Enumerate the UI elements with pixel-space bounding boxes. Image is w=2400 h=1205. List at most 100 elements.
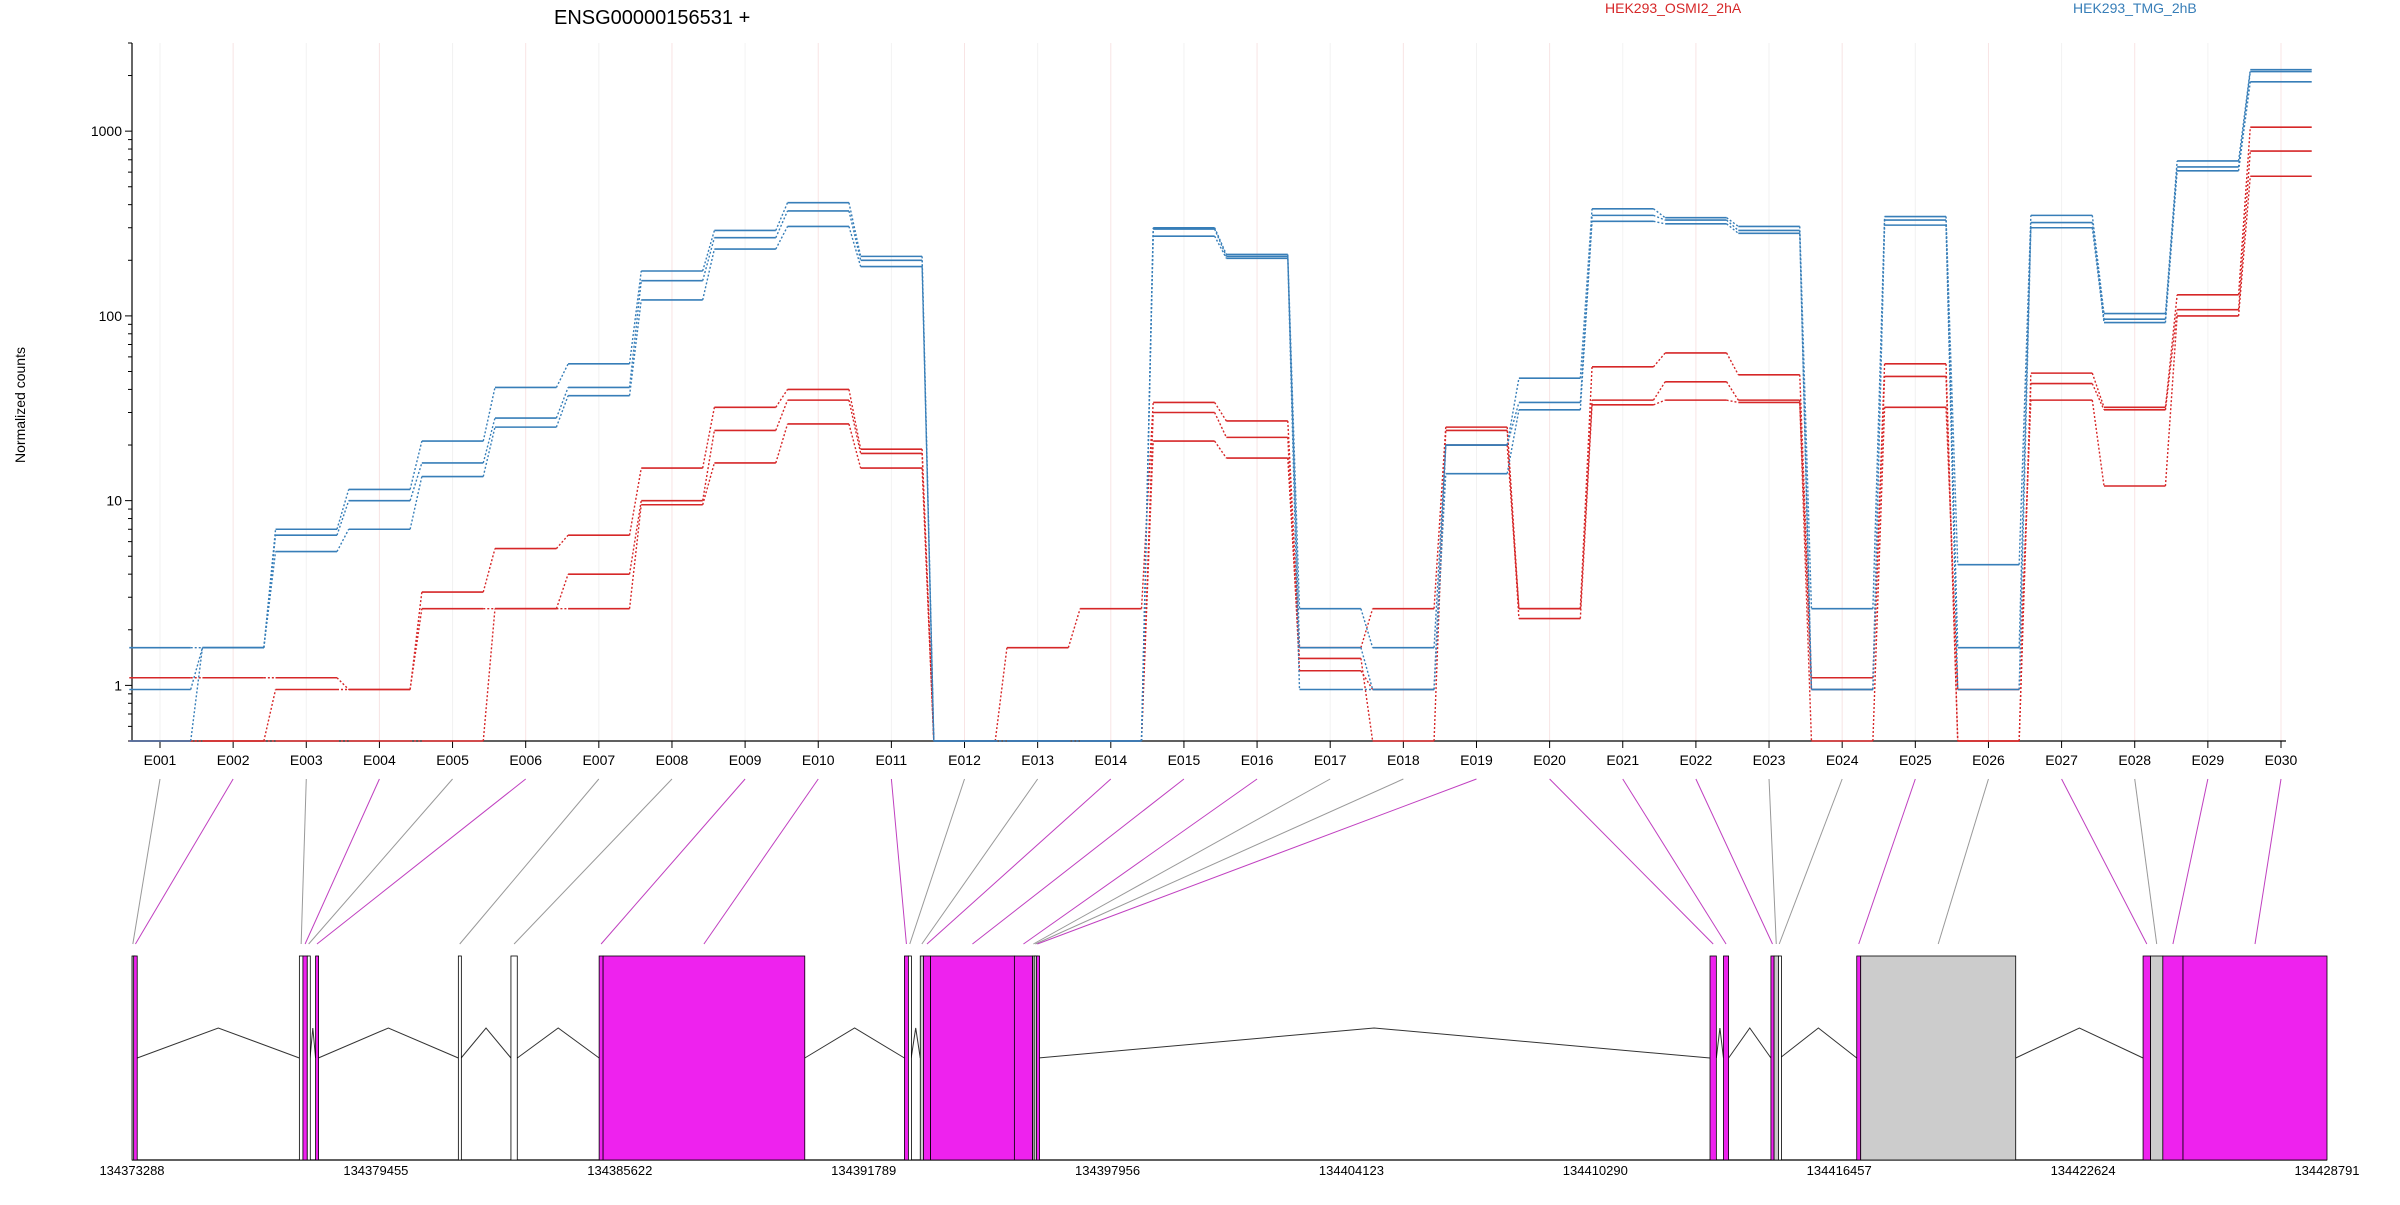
series-3-transition (702, 462, 716, 505)
series-4-transition (1360, 608, 1374, 648)
series-5 (129, 70, 2312, 742)
connector-E021 (1622, 778, 1727, 945)
series-3-transition (1360, 658, 1374, 742)
series-4-transition (2237, 69, 2251, 162)
series-lines (129, 68, 2312, 742)
series-4-transition (1214, 227, 1227, 255)
x-tick-label-E013: E013 (1021, 752, 1054, 768)
exon-box-E012 (907, 955, 912, 1161)
connector-E015 (972, 778, 1185, 945)
series-6-transition (848, 226, 862, 267)
connector-E005 (308, 778, 453, 945)
exon-box-E026 (1860, 955, 2017, 1161)
intron-line (910, 1027, 921, 1059)
connector-E002 (135, 778, 234, 945)
gene-model: 134373288 134379455 134385622 134391789 1343… (99, 955, 2360, 1178)
connector-E023 (1768, 778, 1777, 945)
genomic-coordinate-label: 134416457 (1807, 1163, 1872, 1178)
series-4-transition (2164, 160, 2178, 314)
series-4-transition (1726, 217, 1739, 227)
series-6-transition (2018, 227, 2032, 690)
series-6-transition (775, 226, 789, 250)
series-2-transition (1652, 381, 1666, 401)
series-5-transition (1506, 402, 1520, 446)
series-6-transition (336, 528, 350, 552)
series-3-transition (2091, 400, 2105, 487)
series-1-transition (775, 389, 789, 408)
series-5-transition (1360, 647, 1374, 690)
x-tick-label-E009: E009 (729, 752, 762, 768)
connector-E011 (890, 778, 907, 945)
series-4-transition (628, 270, 642, 364)
legend-label-tmg: HEK293_TMG_2hB (2073, 0, 2197, 16)
connector-E030 (2254, 778, 2282, 945)
series-3-transition (1945, 407, 1959, 690)
connector-E027 (2061, 778, 2148, 945)
series-1-transition (2091, 372, 2105, 408)
exon-box-E019 (1036, 955, 1040, 1161)
axes: 1 10 100 1000 E001 E002 E003 E004 E005 E006 E007 E0… (91, 42, 2298, 768)
exon-box-E014 (923, 955, 931, 1161)
x-tick-label-E020: E020 (1533, 752, 1566, 768)
connector-E010 (703, 778, 819, 945)
genomic-coordinate-label: 134410290 (1563, 1163, 1628, 1178)
series-5-transition (2237, 71, 2251, 168)
connector-E029 (2172, 778, 2209, 945)
x-tick-label-E006: E006 (509, 752, 542, 768)
exon-box-E002 (133, 955, 138, 1161)
series-6-transition (190, 647, 204, 742)
series-4-transition (702, 230, 716, 272)
series-2-transition (2091, 383, 2105, 411)
exon-box-E008 (510, 955, 518, 1161)
genomic-coordinate-label: 134391789 (831, 1163, 896, 1178)
series-4-transition (775, 202, 789, 231)
intron-line (1715, 1027, 1724, 1059)
series-6-transition (1433, 473, 1447, 690)
connector-E007 (459, 778, 600, 945)
series-2-transition (701, 430, 716, 501)
exon-box-E004 (302, 955, 308, 1161)
series-3-transition (1799, 402, 1813, 742)
genomic-coordinate-label: 134397956 (1075, 1163, 1140, 1178)
x-tick-label-E002: E002 (217, 752, 250, 768)
series-6-transition (628, 299, 642, 396)
x-tick-label-E005: E005 (436, 752, 469, 768)
series-6 (129, 80, 2312, 742)
y-axis-label: Normalized counts (12, 347, 28, 463)
series-5-transition (702, 237, 716, 281)
connector-E017 (1033, 778, 1331, 945)
connector-E022 (1695, 778, 1773, 945)
connector-E026 (1937, 778, 1989, 945)
connector-E019 (1037, 778, 1477, 945)
legend-label-osmi2: HEK293_OSMI2_2hA (1605, 0, 1742, 16)
x-tick-label-E014: E014 (1094, 752, 1127, 768)
x-tick-label-E024: E024 (1826, 752, 1859, 768)
series-5-transition (628, 280, 642, 388)
series-4-transition (848, 202, 862, 257)
exon-box-E029 (2162, 955, 2184, 1161)
series-4-transition (336, 489, 350, 530)
exon-box-E020 (1709, 955, 1717, 1161)
series-1-transition (1725, 352, 1739, 376)
intron-line (318, 1027, 459, 1059)
series-4-transition (1287, 254, 1301, 609)
series-2-transition (775, 399, 789, 431)
series-2-transition (1360, 670, 1374, 690)
x-tick-label-E015: E015 (1168, 752, 1201, 768)
x-tick-label-E027: E027 (2045, 752, 2078, 768)
exon-box-E009 (598, 955, 604, 1161)
exon-box-E021 (1723, 955, 1730, 1161)
exon-box-E027 (2142, 955, 2151, 1161)
x-tick-label-E026: E026 (1972, 752, 2005, 768)
series-4-transition (555, 363, 569, 388)
series-6-transition (1726, 223, 1739, 234)
x-tick-label-E030: E030 (2265, 752, 2298, 768)
x-tick-label-E023: E023 (1753, 752, 1786, 768)
genomic-coordinate-label: 134379455 (343, 1163, 408, 1178)
series-3-transition (1726, 399, 1739, 404)
connector-E016 (1023, 778, 1258, 945)
series-1-transition (2164, 294, 2178, 408)
series-1-transition (409, 591, 423, 690)
